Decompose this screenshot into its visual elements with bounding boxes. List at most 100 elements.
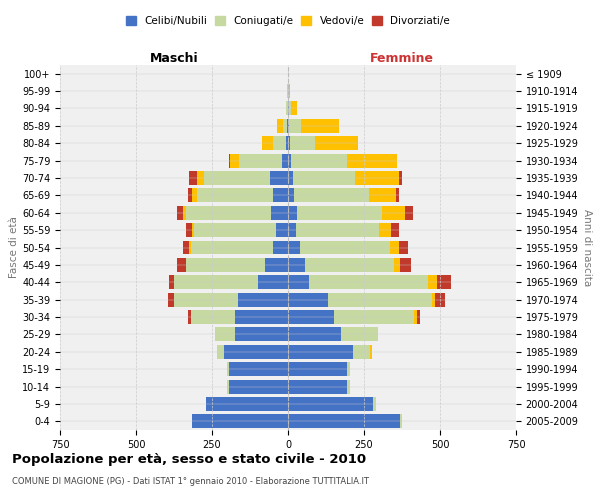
Bar [341,328,377,342]
Text: Femmine: Femmine [370,52,434,65]
Bar [277,119,283,133]
Bar [197,188,273,202]
Bar [428,276,437,289]
Bar [288,310,334,324]
Bar [414,310,417,324]
Bar [437,276,451,289]
Bar [188,188,192,202]
Bar [205,171,270,185]
Bar [399,171,402,185]
Bar [276,223,288,237]
Bar [288,258,305,272]
Bar [191,240,273,254]
Bar [288,328,341,342]
Bar [238,292,288,306]
Y-axis label: Fasce di età: Fasce di età [9,216,19,278]
Bar [390,240,399,254]
Bar [396,188,399,202]
Bar [177,206,183,220]
Bar [436,292,445,306]
Bar [206,397,288,411]
Bar [288,206,297,220]
Bar [287,119,288,133]
Bar [400,414,402,428]
Bar [177,258,186,272]
Bar [265,258,288,272]
Bar [224,345,288,358]
Bar [168,292,174,306]
Bar [370,345,371,358]
Bar [194,223,276,237]
Bar [288,119,289,133]
Bar [174,292,238,306]
Bar [417,310,420,324]
Bar [186,223,192,237]
Bar [288,223,296,237]
Bar [291,102,297,116]
Bar [328,292,433,306]
Bar [296,223,379,237]
Bar [271,206,288,220]
Bar [347,154,397,168]
Bar [300,240,390,254]
Bar [347,362,350,376]
Bar [288,171,293,185]
Bar [294,188,368,202]
Bar [229,362,288,376]
Bar [186,258,265,272]
Bar [353,345,370,358]
Bar [382,206,405,220]
Bar [347,380,350,394]
Bar [316,136,358,150]
Bar [227,362,229,376]
Bar [227,380,229,394]
Bar [192,188,197,202]
Bar [273,188,288,202]
Bar [262,136,273,150]
Bar [288,240,300,254]
Bar [399,240,408,254]
Bar [189,240,191,254]
Bar [169,276,174,289]
Bar [273,136,286,150]
Bar [379,223,391,237]
Bar [289,102,291,116]
Bar [183,240,189,254]
Bar [288,102,289,116]
Bar [286,136,288,150]
Bar [235,310,288,324]
Bar [217,345,224,358]
Bar [433,292,436,306]
Bar [215,328,235,342]
Bar [270,171,288,185]
Bar [257,276,288,289]
Bar [368,188,396,202]
Bar [405,206,413,220]
Bar [288,188,294,202]
Bar [400,258,411,272]
Bar [391,223,399,237]
Bar [373,397,376,411]
Bar [291,154,347,168]
Bar [229,380,288,394]
Legend: Celibi/Nubili, Coniugati/e, Vedovi/e, Divorziati/e: Celibi/Nubili, Coniugati/e, Vedovi/e, Di… [122,12,454,30]
Bar [288,154,291,168]
Bar [297,206,382,220]
Bar [301,119,339,133]
Bar [289,84,290,98]
Bar [192,414,288,428]
Bar [288,292,328,306]
Bar [282,154,288,168]
Bar [309,276,428,289]
Bar [174,276,257,289]
Bar [334,310,414,324]
Bar [288,397,373,411]
Bar [239,154,282,168]
Bar [355,171,399,185]
Bar [230,154,239,168]
Bar [197,171,205,185]
Bar [288,345,353,358]
Bar [288,362,347,376]
Text: COMUNE DI MAGIONE (PG) - Dati ISTAT 1° gennaio 2010 - Elaborazione TUTTITALIA.IT: COMUNE DI MAGIONE (PG) - Dati ISTAT 1° g… [12,478,369,486]
Text: Popolazione per età, sesso e stato civile - 2010: Popolazione per età, sesso e stato civil… [12,452,366,466]
